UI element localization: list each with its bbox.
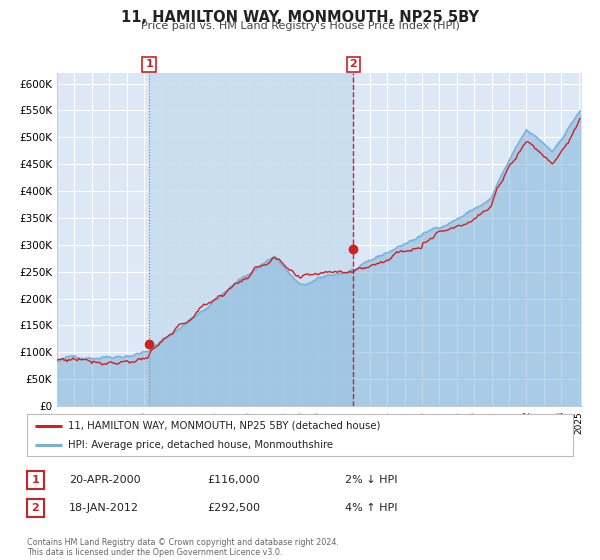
Text: 18-JAN-2012: 18-JAN-2012: [69, 503, 139, 513]
Text: Price paid vs. HM Land Registry's House Price Index (HPI): Price paid vs. HM Land Registry's House …: [140, 21, 460, 31]
Text: £292,500: £292,500: [207, 503, 260, 513]
Text: 4% ↑ HPI: 4% ↑ HPI: [345, 503, 398, 513]
Text: 2% ↓ HPI: 2% ↓ HPI: [345, 475, 398, 485]
Text: HPI: Average price, detached house, Monmouthshire: HPI: Average price, detached house, Monm…: [68, 440, 333, 450]
Text: 11, HAMILTON WAY, MONMOUTH, NP25 5BY: 11, HAMILTON WAY, MONMOUTH, NP25 5BY: [121, 10, 479, 25]
Text: 1: 1: [32, 475, 39, 485]
Text: 11, HAMILTON WAY, MONMOUTH, NP25 5BY (detached house): 11, HAMILTON WAY, MONMOUTH, NP25 5BY (de…: [68, 421, 380, 431]
Text: 2: 2: [32, 503, 39, 513]
Text: 2: 2: [350, 59, 357, 69]
Text: 1: 1: [145, 59, 153, 69]
Bar: [149, 73, 353, 406]
Text: £116,000: £116,000: [207, 475, 260, 485]
Text: 20-APR-2000: 20-APR-2000: [69, 475, 140, 485]
Text: Contains HM Land Registry data © Crown copyright and database right 2024.
This d: Contains HM Land Registry data © Crown c…: [27, 538, 339, 557]
